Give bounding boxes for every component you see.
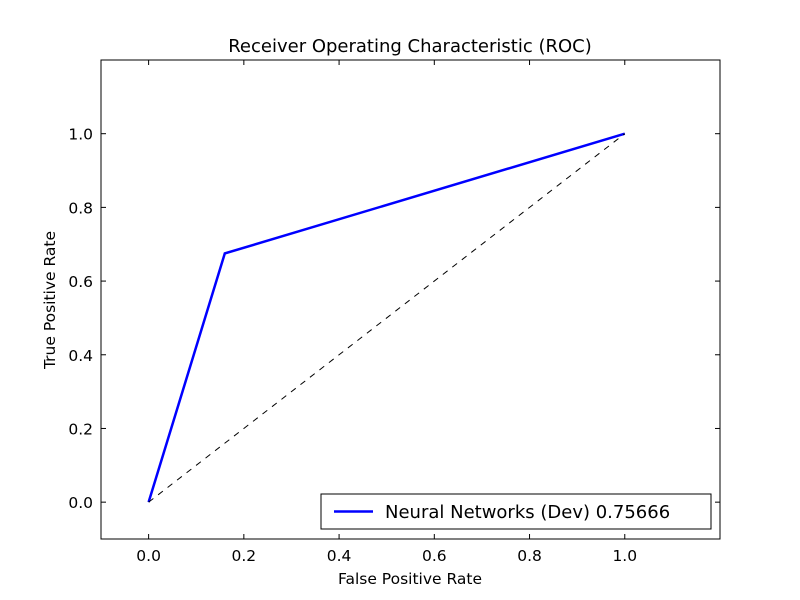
- series-layer: [147, 132, 626, 503]
- chart-title: Receiver Operating Characteristic (ROC): [228, 36, 592, 57]
- legend: Neural Networks (Dev) 0.75666: [320, 493, 712, 530]
- y-tick-label: 1.0: [68, 126, 93, 144]
- x-tick-label: 0.6: [422, 547, 447, 565]
- x-axis-label: False Positive Rate: [338, 570, 482, 588]
- x-tick-label: 0.4: [327, 547, 352, 565]
- x-tick-label: 0.2: [232, 547, 257, 565]
- roc-curve-line: [147, 132, 626, 503]
- y-axis-label: True Positive Rate: [41, 231, 59, 370]
- legend-label: Neural Networks (Dev) 0.75666: [385, 502, 670, 523]
- x-tick-label: 0.0: [136, 547, 161, 565]
- y-tick-label: 0.8: [68, 199, 93, 217]
- x-tick-label: 0.8: [517, 547, 542, 565]
- legend-box: [320, 493, 712, 530]
- ticks-layer: 0.0 0.2 0.4 0.6 0.8 1.0 0.0 0.2 0.4 0.6 0.8 1.0: [68, 60, 720, 565]
- chance-diagonal-line: [148, 133, 626, 503]
- x-tick-label: 1.0: [612, 547, 637, 565]
- y-tick-label: 0.0: [68, 494, 93, 512]
- plot-frame: [100, 59, 721, 540]
- y-tick-label: 0.2: [68, 420, 93, 438]
- y-tick-label: 0.4: [68, 347, 93, 365]
- y-tick-label: 0.6: [68, 273, 93, 291]
